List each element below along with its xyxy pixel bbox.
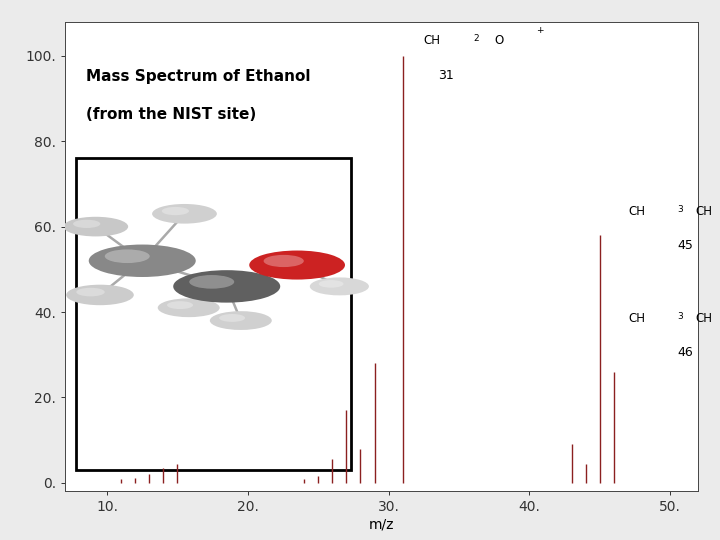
Circle shape	[162, 207, 189, 215]
Text: (from the NIST site): (from the NIST site)	[86, 107, 256, 122]
Circle shape	[76, 288, 104, 296]
Text: 45: 45	[678, 239, 693, 252]
Circle shape	[66, 285, 134, 305]
Text: 3: 3	[678, 205, 683, 214]
X-axis label: m/z: m/z	[369, 517, 395, 531]
Text: +: +	[536, 26, 544, 35]
Text: 3: 3	[678, 312, 683, 321]
Text: CH: CH	[628, 312, 645, 325]
Circle shape	[219, 314, 245, 322]
Circle shape	[310, 278, 369, 295]
Bar	[76, 158, 351, 470]
Text: O: O	[494, 35, 503, 48]
Circle shape	[63, 217, 128, 237]
Text: Mass Spectrum of Ethanol: Mass Spectrum of Ethanol	[86, 69, 310, 84]
Circle shape	[89, 245, 196, 277]
Circle shape	[105, 249, 150, 263]
Circle shape	[189, 275, 234, 289]
Text: CH: CH	[424, 35, 441, 48]
Text: CH: CH	[696, 205, 713, 218]
Text: CH: CH	[696, 312, 713, 325]
Circle shape	[174, 270, 280, 302]
Circle shape	[73, 220, 100, 228]
Text: CH: CH	[628, 205, 645, 218]
Circle shape	[167, 301, 193, 309]
Circle shape	[210, 311, 271, 330]
Circle shape	[152, 204, 217, 224]
Text: 46: 46	[678, 346, 693, 359]
Circle shape	[264, 255, 304, 267]
Text: 2: 2	[473, 35, 479, 43]
Text: 31: 31	[438, 69, 454, 82]
Circle shape	[319, 280, 343, 288]
Circle shape	[249, 251, 345, 280]
Circle shape	[158, 299, 220, 317]
